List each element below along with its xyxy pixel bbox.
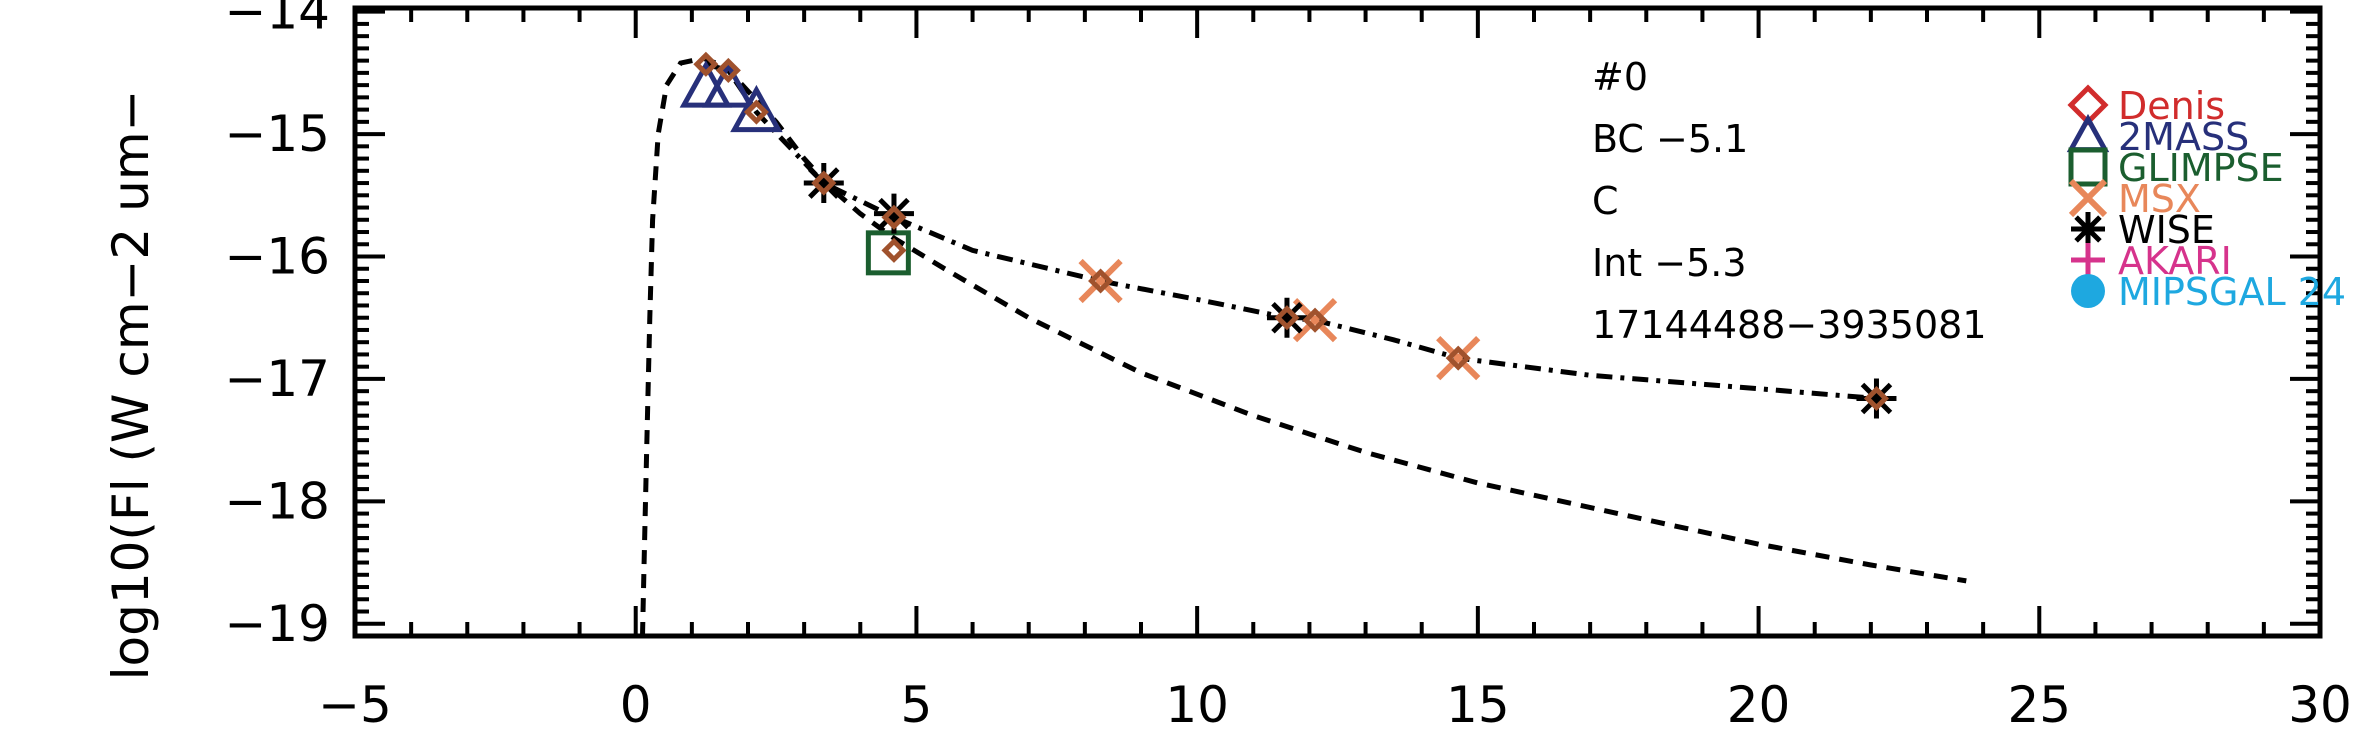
- y-tick-label: −15: [224, 105, 330, 163]
- denis-point: [1274, 305, 1300, 331]
- legend-label: Denis: [2118, 84, 2225, 128]
- axes: −5 0 5 10 15 20 25 30 −19 −18 −17 −16 −15 −14: [224, 0, 2351, 734]
- denis-point: [811, 170, 837, 196]
- glimpse-point: [865, 230, 911, 276]
- y-tick-label: −17: [224, 350, 330, 408]
- 2mass-point: [702, 60, 755, 108]
- denis-point: [693, 51, 719, 77]
- x-tick-label: 0: [620, 676, 652, 734]
- x-tick-label: 25: [2007, 676, 2071, 734]
- wise-point: [803, 163, 844, 204]
- annotation-line: #0: [1592, 55, 1648, 99]
- wise-point: [1856, 378, 1897, 419]
- denis-point: [715, 57, 741, 83]
- legend-label: WISE: [2118, 208, 2215, 252]
- denis-point: [881, 237, 907, 263]
- legend-marker-mipsgal-24: [2071, 274, 2105, 308]
- photosphere-model-curve: [640, 55, 1967, 637]
- legend-label: GLIMPSE: [2118, 146, 2284, 190]
- legend-marker-glimpse: [2068, 147, 2108, 187]
- data-points: [679, 51, 1897, 419]
- msx-point: [1292, 298, 1338, 343]
- denis-point: [1863, 385, 1890, 412]
- annotation-line: 17144488−3935081: [1592, 303, 1987, 347]
- legend-marker-msx: [2068, 178, 2108, 218]
- denis-point: [1302, 307, 1328, 333]
- wise-point: [1266, 297, 1307, 338]
- x-tick-label: 30: [2288, 676, 2352, 734]
- model-curves: [640, 55, 1967, 637]
- y-tick-label: −18: [224, 472, 330, 530]
- x-tick-label: 10: [1165, 676, 1229, 734]
- legend-label: AKARI: [2118, 239, 2232, 283]
- denis-point: [1445, 345, 1471, 371]
- x-tick-label: 5: [901, 676, 933, 734]
- legend-marker-akari: [2071, 243, 2105, 277]
- y-tick-label: −14: [224, 0, 330, 41]
- msx-point: [1436, 335, 1481, 381]
- plot-frame: [352, 5, 2323, 639]
- annotations: #0 BC −5.1 C Int −5.3 17144488−3935081: [1592, 55, 1987, 347]
- x-tick-label: −5: [318, 676, 392, 734]
- legend-label: MSX: [2118, 177, 2201, 221]
- annotation-line: BC −5.1: [1592, 117, 1748, 161]
- denis-point: [743, 99, 769, 125]
- legend-label: 2MASS: [2118, 115, 2249, 159]
- denis-point: [1088, 268, 1114, 294]
- x-tick-label: 20: [1727, 676, 1791, 734]
- legend-marker-2mass: [2066, 113, 2110, 153]
- 2mass-point: [730, 84, 783, 133]
- wise-point: [873, 193, 914, 234]
- msx-point: [1078, 258, 1123, 304]
- denis-point: [881, 204, 907, 230]
- y-axis-title: log10(Fl (W cm−2 um−: [102, 90, 160, 681]
- legend-marker-wise: [2071, 212, 2105, 246]
- y-tick-label: −19: [224, 595, 330, 653]
- legend-label: MIPSGAL 24: [2118, 270, 2346, 314]
- annotation-line: C: [1592, 179, 1619, 223]
- fit-model-curve: [705, 61, 1877, 401]
- y-tick-label: −16: [224, 228, 330, 286]
- annotation-line: Int −5.3: [1592, 241, 1747, 285]
- x-tick-label: 15: [1446, 676, 1510, 734]
